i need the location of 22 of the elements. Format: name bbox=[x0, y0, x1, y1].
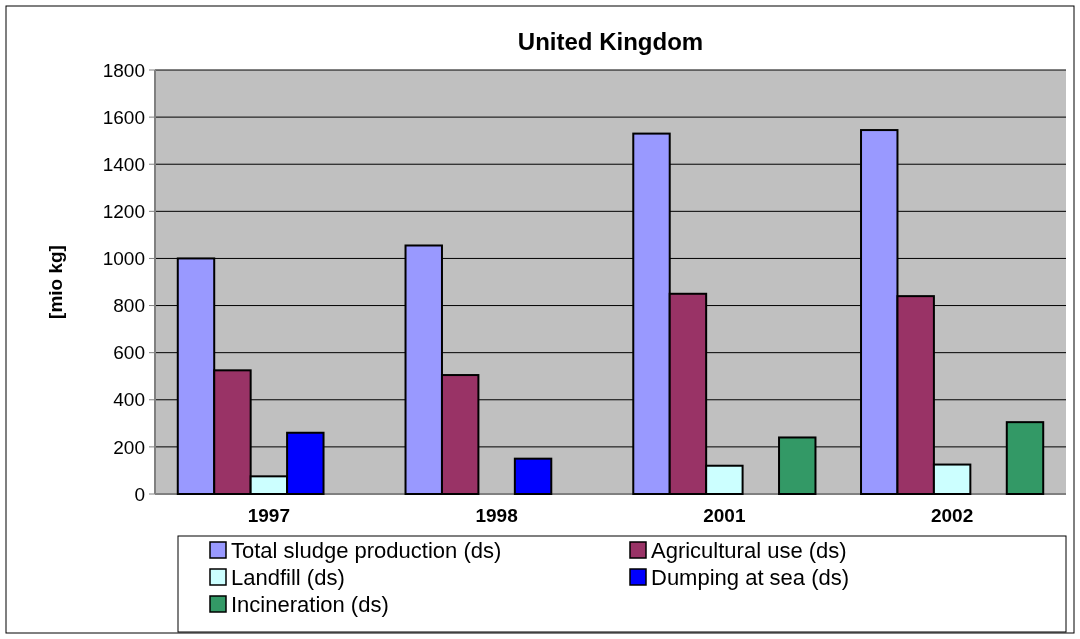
y-tick-label: 1000 bbox=[102, 248, 145, 270]
y-tick-label: 600 bbox=[113, 342, 145, 364]
legend-label: Total sludge production (ds) bbox=[231, 537, 502, 563]
x-tick-label: 1998 bbox=[475, 505, 518, 526]
legend-label: Dumping at sea (ds) bbox=[651, 564, 850, 590]
bar bbox=[513, 457, 553, 495]
y-tick-label: 1800 bbox=[102, 59, 145, 81]
legend-label: Landfill (ds) bbox=[231, 564, 345, 590]
x-tick-label: 2001 bbox=[703, 505, 746, 526]
y-tick-label: 400 bbox=[113, 389, 145, 411]
x-tick-label: 1997 bbox=[247, 505, 291, 526]
chart-title: United Kingdom bbox=[517, 28, 704, 55]
y-tick-label: 1400 bbox=[102, 153, 145, 175]
y-axis-title: [mio kg] bbox=[45, 245, 66, 319]
y-tick-label: 200 bbox=[113, 436, 145, 458]
x-tick-label: 2002 bbox=[930, 505, 974, 526]
y-tick-label: 0 bbox=[134, 483, 145, 505]
legend-label: Agricultural use (ds) bbox=[651, 537, 847, 563]
y-tick-label: 1600 bbox=[102, 106, 145, 128]
legend-label: Incineration (ds) bbox=[231, 591, 389, 617]
y-tick-label: 800 bbox=[113, 295, 145, 317]
y-tick-label: 1200 bbox=[102, 200, 145, 222]
